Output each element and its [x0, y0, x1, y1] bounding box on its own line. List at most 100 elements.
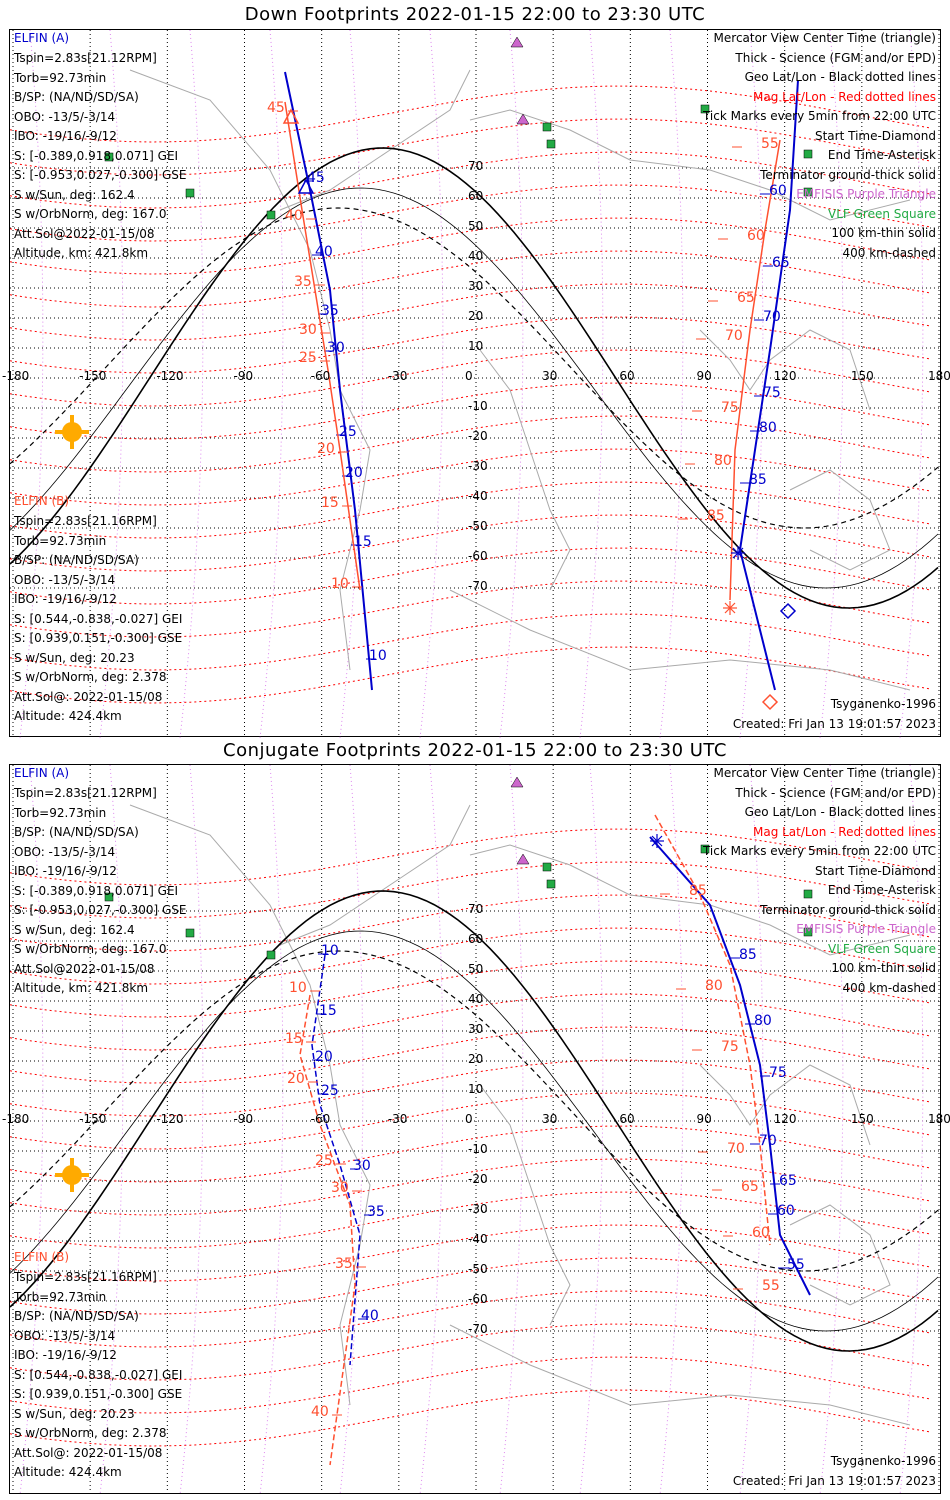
- track-tick-label: 75: [721, 400, 739, 416]
- lat-tick-label: -10: [468, 1142, 488, 1156]
- track-tick-label: 65: [741, 1179, 759, 1195]
- track-tick-label: 10: [321, 943, 339, 959]
- lon-tick-label: -120: [156, 1112, 184, 1126]
- sat-b-info-line: Tspin=2.83s[21.16RPM]: [14, 514, 157, 528]
- sat-a-name: ELFIN (A): [14, 766, 70, 780]
- track-tick-label: 80: [714, 453, 732, 469]
- lon-tick-label: 120: [773, 1112, 797, 1126]
- mag-lon-line: [179, 30, 204, 738]
- start-time-diamond: [779, 602, 797, 620]
- coastline: [129, 69, 371, 671]
- mag-lon-line: [259, 30, 284, 738]
- sat-b-info-line: S: [0.939,0.151,-0.300] GSE: [14, 1387, 183, 1401]
- track-tick-label: 55: [761, 136, 779, 152]
- mag-lon-line: [19, 765, 44, 1495]
- sat-b-info-line: S w/OrbNorm, deg: 2.378: [14, 1426, 167, 1440]
- lat-tick-label: -20: [468, 1172, 488, 1186]
- legend-entry: 100 km-thin solid: [831, 226, 936, 240]
- vlf-station-square: [104, 892, 114, 902]
- vlf-station-square: [700, 104, 710, 114]
- coastline: [279, 804, 471, 946]
- lat-tick-label: -30: [468, 459, 488, 473]
- vlf-station-square: [803, 889, 813, 899]
- lat-tick-label: 30: [468, 279, 484, 293]
- mag-lon-line: [579, 765, 604, 1495]
- sat-a-info-line: S: [-0.389,0.918,0.071] GEI: [14, 883, 179, 898]
- vlf-station-square: [546, 139, 556, 149]
- vlf-station-square: [104, 152, 114, 162]
- track-tick-label: 40: [311, 1404, 329, 1420]
- mag-lon-line: [339, 30, 364, 738]
- legend-entry: Start Time-Diamond: [814, 128, 936, 143]
- sat-a-info-line: S: [-0.389,0.918,0.071] GEI: [14, 148, 179, 163]
- lat-tick-label: -40: [468, 1232, 488, 1246]
- sat-b-info-line: S: [0.544,-0.838,-0.027] GEI: [14, 611, 183, 626]
- sat-b-info-line: IBO: -19/16/-9/12: [14, 592, 117, 606]
- coastline: [789, 469, 891, 571]
- lon-tick-label: 180: [928, 369, 950, 383]
- mag-lon-line: [659, 765, 684, 1495]
- vlf-station-square: [185, 188, 195, 198]
- mag-lon-line: [899, 765, 924, 1495]
- track-tick-label: 10: [289, 980, 307, 996]
- created-timestamp: Created: Fri Jan 13 19:01:57 2023: [732, 717, 936, 731]
- lon-tick-label: 120: [773, 369, 797, 383]
- terminator-400km: [10, 950, 939, 1272]
- lon-tick-label: -180: [2, 369, 30, 383]
- legend-entry: VLF Green Square: [827, 941, 936, 956]
- lat-tick-label: 40: [468, 992, 484, 1006]
- track-tick-label: 55: [762, 1278, 780, 1294]
- lat-tick-label: -70: [468, 579, 488, 593]
- coastline: [129, 804, 371, 1406]
- mag-lon-line: [339, 765, 364, 1495]
- lon-tick-label: 90: [696, 369, 712, 383]
- lat-tick-label: 40: [468, 249, 484, 263]
- track-tick-label: 20: [287, 1071, 305, 1087]
- sun-icon: [55, 415, 89, 449]
- legend-entry: Mercator View Center Time (triangle): [713, 766, 936, 780]
- vlf-station-square: [542, 122, 552, 132]
- track-tick-label: 60: [769, 183, 787, 199]
- vlf-station-square: [803, 149, 813, 159]
- model-label: Tsyganenko-1996: [830, 1454, 936, 1468]
- sat-a-info-line: B/SP: (NA/ND/SD/SA): [14, 90, 139, 104]
- track-tick-label: 35: [335, 1256, 353, 1272]
- view-center-triangle: [297, 178, 315, 194]
- sat-a-info-line: S: [-0.953,0.027,-0.300] GSE: [14, 168, 187, 182]
- end-time-asterisk: [651, 835, 663, 847]
- lat-tick-label: 10: [468, 1082, 484, 1096]
- track-tick-label: 10: [369, 648, 387, 664]
- track-tick-label: 40: [285, 208, 303, 224]
- lat-tick-label: 20: [468, 1052, 484, 1066]
- model-label: Tsyganenko-1996: [830, 697, 936, 711]
- mag-lon-line: [739, 765, 764, 1495]
- sat-b-info-line: Torb=92.73min: [14, 1289, 107, 1304]
- coastline: [449, 589, 911, 691]
- lon-tick-label: -30: [387, 369, 408, 383]
- legend-entry: Mag Lat/Lon - Red dotted lines: [752, 89, 936, 104]
- track-tick-label: 25: [315, 1153, 333, 1169]
- mag-lon-line: [19, 30, 44, 738]
- sat-b-track-west: [299, 994, 356, 1466]
- sat-b-track-east: [729, 139, 781, 601]
- track-tick-label: 75: [763, 385, 781, 401]
- sat-a-info-line: IBO: -19/16/-9/12: [14, 129, 117, 143]
- sat-b-name: ELFIN (B): [14, 494, 70, 508]
- map-canvas: [10, 765, 942, 1495]
- track-tick-label: 40: [361, 1308, 379, 1324]
- track-tick-label: 35: [367, 1204, 385, 1220]
- sat-a-info-line: OBO: -13/5/-3/14: [14, 844, 116, 859]
- track-tick-label: 65: [772, 255, 790, 271]
- lon-tick-label: 30: [542, 1112, 558, 1126]
- sat-a-name: ELFIN (A): [14, 31, 70, 45]
- sat-a-info-line: S w/OrbNorm, deg: 167.0: [14, 207, 167, 221]
- sat-b-track-east: [654, 814, 771, 1246]
- sat-a-info-line: S w/OrbNorm, deg: 167.0: [14, 942, 167, 956]
- track-tick-label: 70: [759, 1133, 777, 1149]
- lon-tick-label: -150: [79, 369, 107, 383]
- legend-entry: Geo Lat/Lon - Black dotted lines: [744, 805, 936, 819]
- track-tick-label: 80: [754, 1013, 772, 1029]
- emfisis-triangle: [510, 776, 524, 788]
- mag-lon-line: [659, 30, 684, 738]
- track-tick-label: 70: [725, 328, 743, 344]
